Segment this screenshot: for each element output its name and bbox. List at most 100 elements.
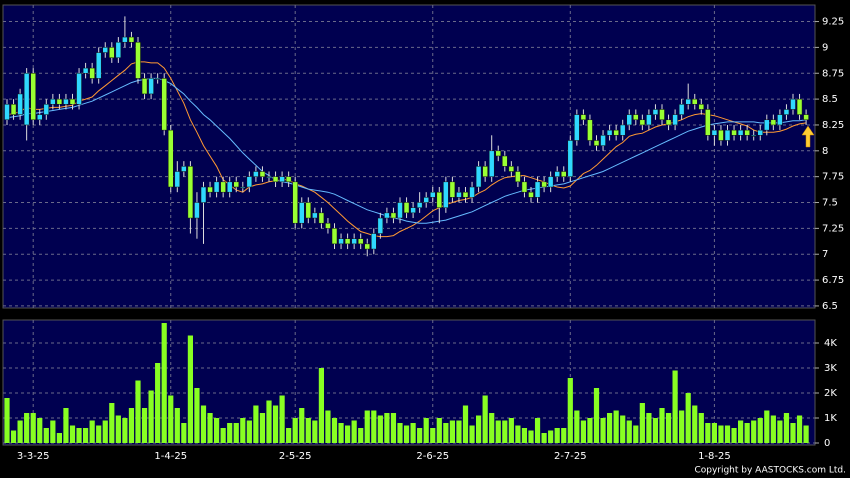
volume-bar [508,418,514,443]
y-tick-label: 8.25 [822,120,844,131]
volume-bar [574,410,580,443]
candle-body [665,119,672,126]
y-tick-label: 8.75 [822,68,844,79]
candle-body [384,212,390,219]
volume-bar [266,400,272,443]
volume-bar [338,423,344,443]
candle-body [174,171,181,188]
candle-body [331,228,338,245]
candle-body [292,181,298,224]
volume-bar [751,420,757,443]
volume-bar [783,413,790,443]
candle-body [56,98,63,105]
volume-bar [436,418,442,443]
candle-body [135,41,141,79]
candle-body [613,129,619,136]
volume-bar [659,408,665,443]
volume-bar [331,418,338,443]
volume-bar [63,408,69,443]
candle-body [102,47,108,53]
volume-bar [685,393,691,443]
volume-bar [227,423,233,443]
volume-bar [796,415,803,443]
volume-bar [777,420,783,443]
candle-body [685,98,691,105]
candle-body [672,114,678,126]
y-tick-label: 7.75 [822,172,844,183]
volume-bar [803,425,809,443]
candle-body [10,104,17,115]
candle-body [796,98,803,115]
volume-bar [600,418,606,443]
candle-body [652,109,659,115]
candle-body [482,166,488,177]
x-tick-label: 1-8-25 [698,451,731,462]
volume-bar [757,418,763,443]
volume-bar [554,428,560,443]
candle-body [299,202,305,224]
candle-body [659,109,665,121]
volume-bar [665,413,672,443]
candle-body [69,98,76,105]
x-tick-label: 1-4-25 [154,451,187,462]
candle-body [561,171,567,177]
volume-bar [10,430,17,443]
volume-bar [528,430,534,443]
x-tick-label: 2-7-25 [554,451,587,462]
volume-bar [711,423,717,443]
y-tick-label: 6.5 [822,301,838,312]
candle-body [246,176,253,188]
volume-bar [718,425,724,443]
volume-bar [397,423,403,443]
volume-bar [43,428,49,443]
candle-body [109,47,115,58]
candle-body [351,238,357,245]
volume-bar [135,380,141,443]
candle-body [194,202,200,219]
volume-bar [69,425,76,443]
candle-body [122,36,128,43]
volume-bar [390,413,397,443]
volume-bar [161,323,167,443]
volume-bar [567,378,573,443]
volume-bar [312,420,318,443]
volume-bar [318,368,324,443]
volume-bar [128,408,135,443]
candle-body [593,140,600,146]
candle-body [161,78,167,131]
candle-body [240,186,246,189]
candle-body [305,202,312,219]
volume-bar [30,413,36,443]
candle-body [606,129,613,136]
moving-average [6,77,807,224]
x-tick-label: 2-5-25 [279,451,312,462]
volume-bar [351,420,357,443]
volume-bar [731,428,737,443]
candle-body [534,181,541,198]
volume-bar [96,425,102,443]
volume-bar [194,388,200,443]
y-tick-label: 1K [824,413,837,424]
volume-bar [443,423,449,443]
volume-bar [259,413,266,443]
candle-body [456,191,462,198]
volume-bar [705,423,711,443]
volume-bar [56,433,62,443]
candle-body [377,217,384,234]
volume-bar [109,403,115,443]
volume-bar [89,420,95,443]
candle-body [187,166,194,219]
volume-bar [620,415,626,443]
candle-body [416,202,423,208]
y-tick-label: 9.25 [822,17,844,28]
candle-body [777,114,783,126]
volume-bar [626,420,632,443]
candle-body [430,191,436,198]
candle-body [141,78,148,95]
volume-bar [738,420,744,443]
candle-body [82,67,89,74]
candle-body [371,233,377,250]
candle-body [619,124,626,136]
volume-bar [417,428,423,443]
volume-bar [790,423,796,443]
